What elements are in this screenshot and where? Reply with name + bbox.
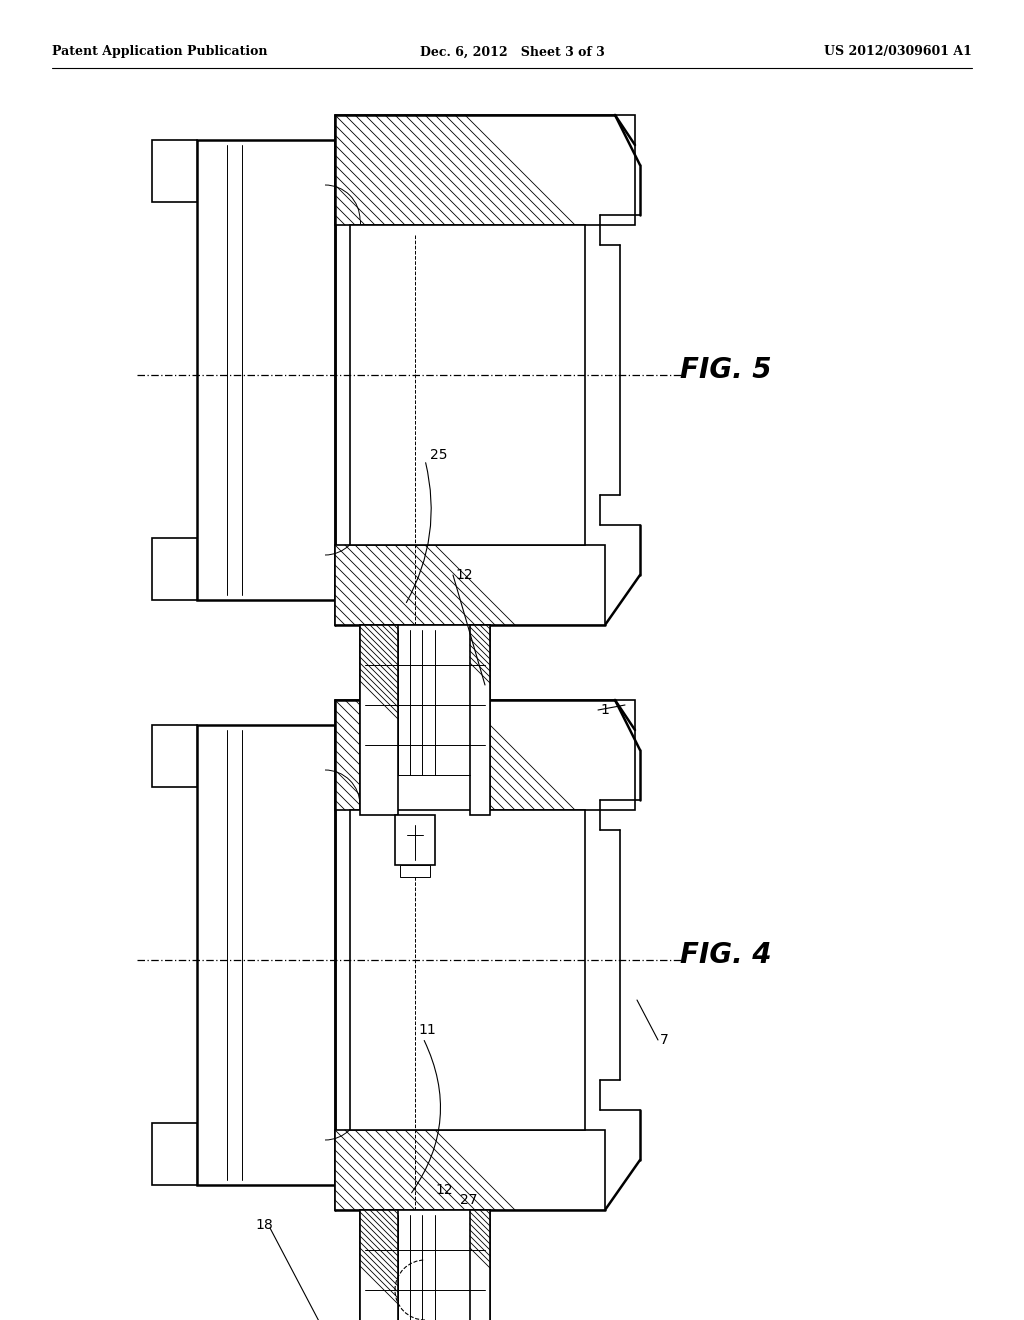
- Bar: [360, 624, 398, 814]
- Text: US 2012/0309601 A1: US 2012/0309601 A1: [824, 45, 972, 58]
- Text: 7: 7: [660, 1034, 669, 1047]
- Bar: [152, 725, 197, 787]
- Text: 12: 12: [435, 1183, 453, 1197]
- Text: 27: 27: [460, 1193, 477, 1206]
- Bar: [335, 545, 605, 624]
- Bar: [350, 224, 585, 545]
- Text: FIG. 5: FIG. 5: [680, 356, 771, 384]
- Bar: [197, 725, 335, 1185]
- Bar: [335, 700, 635, 810]
- Text: Patent Application Publication: Patent Application Publication: [52, 45, 267, 58]
- Bar: [360, 1210, 490, 1320]
- Bar: [470, 1210, 490, 1320]
- Bar: [350, 810, 585, 1130]
- Text: FIG. 4: FIG. 4: [680, 941, 771, 969]
- Bar: [400, 865, 430, 876]
- Bar: [335, 115, 635, 224]
- Bar: [152, 1123, 197, 1185]
- Bar: [152, 140, 197, 202]
- Bar: [197, 140, 335, 601]
- Bar: [152, 539, 197, 601]
- Bar: [360, 1210, 398, 1320]
- Bar: [360, 624, 490, 820]
- Text: Dec. 6, 2012   Sheet 3 of 3: Dec. 6, 2012 Sheet 3 of 3: [420, 45, 604, 58]
- Text: 1: 1: [600, 704, 609, 717]
- Bar: [470, 624, 490, 814]
- Text: 12: 12: [455, 568, 473, 582]
- Bar: [395, 814, 435, 865]
- Text: 11: 11: [418, 1023, 436, 1038]
- Text: 18: 18: [255, 1218, 272, 1232]
- Text: 25: 25: [430, 447, 447, 462]
- Bar: [335, 1130, 605, 1210]
